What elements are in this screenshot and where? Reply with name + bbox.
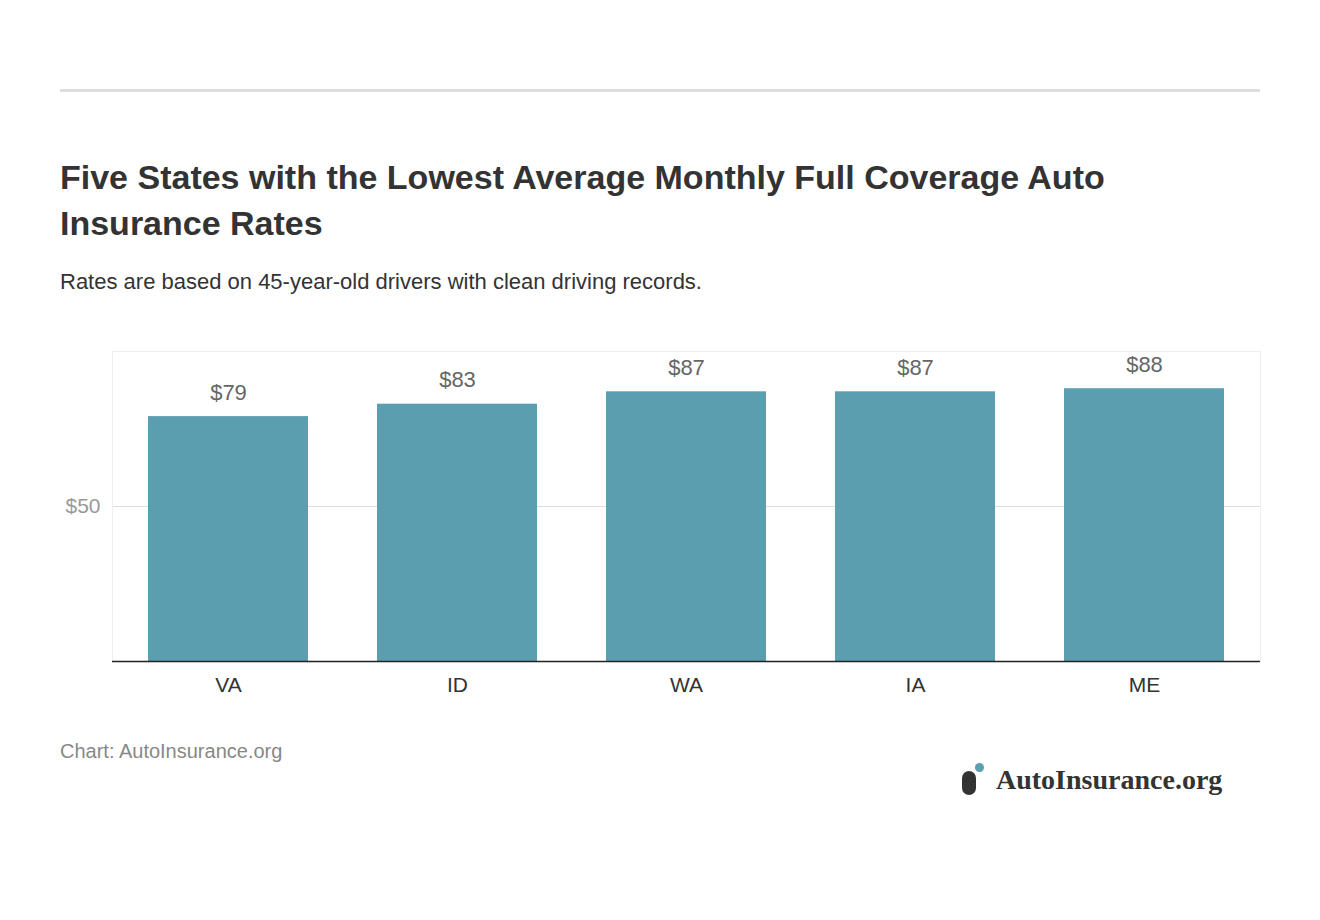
html-text:Rates are based on 45-year-old: Rates are based on 45-year-old drivers w…: [60, 269, 702, 294]
svg-text:IA: IA: [906, 673, 926, 696]
html-text:AutoInsurance.org: AutoInsurance.org: [996, 764, 1223, 795]
svg-text:WA: WA: [670, 673, 703, 696]
svg-text:$87: $87: [897, 355, 934, 380]
svg-text:$79: $79: [210, 380, 247, 405]
svg-text:ID: ID: [447, 673, 468, 696]
svg-text:VA: VA: [215, 673, 241, 696]
svg-text:$83: $83: [439, 367, 476, 392]
html-text:Five States with the Lowest Av: Five States with the Lowest Average Mont…: [60, 158, 1105, 242]
svg-text:$50: $50: [65, 494, 100, 517]
html-text:Chart: AutoInsurance.org: Chart: AutoInsurance.org: [60, 740, 283, 762]
svg-text:$88: $88: [1126, 352, 1163, 377]
svg-text:$87: $87: [668, 355, 705, 380]
svg-text:ME: ME: [1129, 673, 1161, 696]
